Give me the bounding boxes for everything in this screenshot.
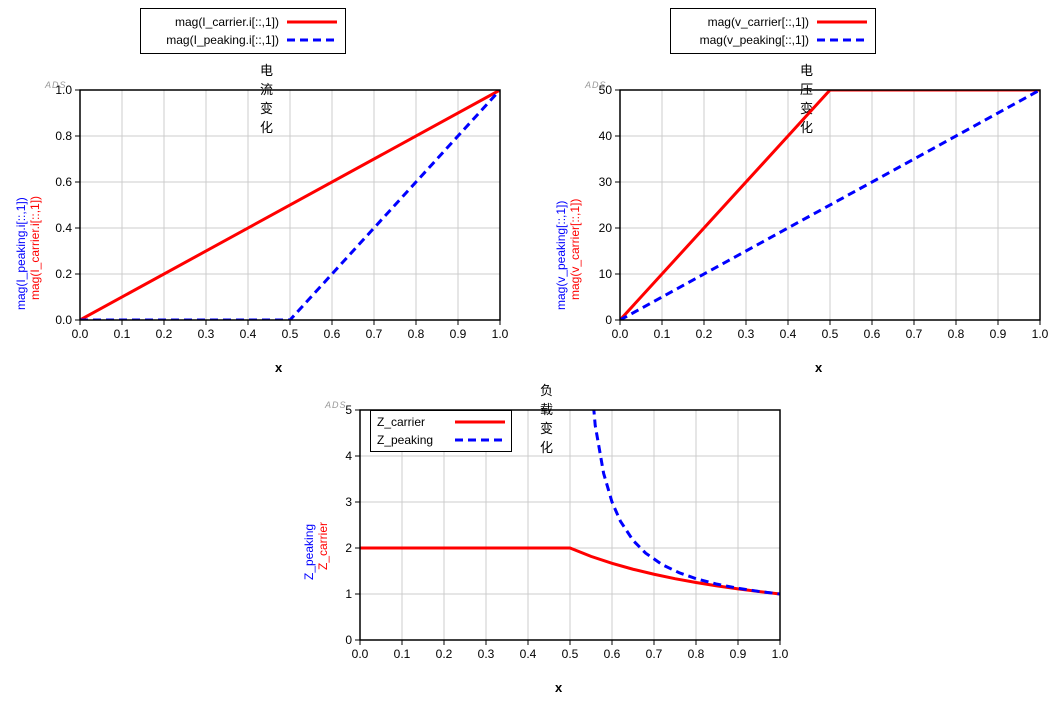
legend-swatch-carrier (455, 415, 505, 429)
chart3-legend: Z_carrier Z_peaking (370, 410, 512, 452)
svg-text:0.4: 0.4 (520, 647, 537, 661)
svg-text:0.0: 0.0 (612, 327, 629, 341)
svg-text:0: 0 (605, 313, 612, 327)
svg-text:0.3: 0.3 (738, 327, 755, 341)
chart1-ylabel-blue: mag(I_peaking.i[::,1]) (14, 197, 28, 310)
legend-row: Z_carrier (377, 413, 505, 431)
svg-text:1.0: 1.0 (55, 83, 72, 97)
svg-text:0.4: 0.4 (780, 327, 797, 341)
svg-text:0.8: 0.8 (688, 647, 705, 661)
svg-text:0.5: 0.5 (822, 327, 839, 341)
legend-row: Z_peaking (377, 431, 505, 449)
svg-text:0.4: 0.4 (55, 221, 72, 235)
legend-row: mag(I_carrier.i[::,1]) (149, 13, 337, 31)
svg-text:0.6: 0.6 (604, 647, 621, 661)
chart3-ylabel-blue: Z_peaking (302, 524, 316, 580)
svg-text:0.5: 0.5 (282, 327, 299, 341)
svg-text:0.8: 0.8 (55, 129, 72, 143)
svg-text:0.1: 0.1 (114, 327, 131, 341)
svg-text:0.4: 0.4 (240, 327, 257, 341)
svg-text:0.2: 0.2 (55, 267, 72, 281)
legend-label-peaking: mag(I_peaking.i[::,1]) (149, 33, 279, 47)
svg-text:0.8: 0.8 (948, 327, 965, 341)
legend-swatch-peaking (817, 33, 867, 47)
legend-swatch-carrier (817, 15, 867, 29)
svg-text:0.7: 0.7 (906, 327, 923, 341)
svg-text:1.0: 1.0 (772, 647, 789, 661)
svg-text:30: 30 (599, 175, 613, 189)
legend-row: mag(v_peaking[::,1]) (679, 31, 867, 49)
legend-label-carrier: mag(I_carrier.i[::,1]) (149, 15, 279, 29)
chart3-xlabel: x (555, 680, 562, 695)
svg-text:5: 5 (345, 403, 352, 417)
svg-text:0.8: 0.8 (408, 327, 425, 341)
ylabel-text: mag(I_peaking.i[::,1]) (14, 197, 28, 310)
svg-text:0.6: 0.6 (324, 327, 341, 341)
legend-label-peaking: Z_peaking (377, 433, 447, 447)
chart2-xlabel: x (815, 360, 822, 375)
chart3-ylabel-red: Z_carrier (316, 522, 330, 570)
svg-text:0.3: 0.3 (198, 327, 215, 341)
ylabel-text: Z_peaking (302, 524, 316, 580)
svg-text:0.0: 0.0 (55, 313, 72, 327)
chart1-ylabel-red: mag(I_carrier.i[::,1]) (28, 196, 42, 300)
svg-text:0.9: 0.9 (990, 327, 1007, 341)
svg-text:3: 3 (345, 495, 352, 509)
legend-label-carrier: Z_carrier (377, 415, 447, 429)
svg-text:40: 40 (599, 129, 613, 143)
svg-text:0.7: 0.7 (366, 327, 383, 341)
svg-text:10: 10 (599, 267, 613, 281)
svg-text:0.0: 0.0 (72, 327, 89, 341)
ylabel-text: Z_carrier (316, 522, 330, 570)
legend-swatch-peaking (455, 433, 505, 447)
chart2-legend: mag(v_carrier[::,1]) mag(v_peaking[::,1]… (670, 8, 876, 54)
svg-text:0.2: 0.2 (156, 327, 173, 341)
ylabel-text: mag(I_carrier.i[::,1]) (28, 196, 42, 300)
svg-text:20: 20 (599, 221, 613, 235)
legend-swatch-carrier (287, 15, 337, 29)
svg-text:0.9: 0.9 (450, 327, 467, 341)
legend-label-peaking: mag(v_peaking[::,1]) (679, 33, 809, 47)
chart1-xlabel: x (275, 360, 282, 375)
chart1-legend: mag(I_carrier.i[::,1]) mag(I_peaking.i[:… (140, 8, 346, 54)
svg-text:4: 4 (345, 449, 352, 463)
svg-text:0.6: 0.6 (55, 175, 72, 189)
svg-text:1.0: 1.0 (492, 327, 509, 341)
chart2-ylabel-blue: mag(v_peaking[::,1]) (554, 201, 568, 310)
svg-text:0.2: 0.2 (696, 327, 713, 341)
chart2-ylabel-red: mag(v_carrier[::,1]) (568, 199, 582, 300)
svg-text:2: 2 (345, 541, 352, 555)
chart1-plot: 0.0 0.1 0.2 0.3 0.4 0.5 0.6 0.7 0.8 0.9 1.0 0.0 0.2 0… (40, 80, 520, 360)
svg-text:0.9: 0.9 (730, 647, 747, 661)
svg-text:0: 0 (345, 633, 352, 647)
ylabel-text: mag(v_carrier[::,1]) (568, 199, 582, 300)
svg-text:0.1: 0.1 (394, 647, 411, 661)
svg-text:0.3: 0.3 (478, 647, 495, 661)
svg-text:0.5: 0.5 (562, 647, 579, 661)
svg-text:0.6: 0.6 (864, 327, 881, 341)
legend-swatch-peaking (287, 33, 337, 47)
svg-text:1: 1 (345, 587, 352, 601)
svg-text:50: 50 (599, 83, 613, 97)
svg-text:0.7: 0.7 (646, 647, 663, 661)
chart2-plot: 0.0 0.1 0.2 0.3 0.4 0.5 0.6 0.7 0.8 0.9 1.0 0 10 20 30… (580, 80, 1059, 360)
legend-row: mag(v_carrier[::,1]) (679, 13, 867, 31)
svg-text:0.1: 0.1 (654, 327, 671, 341)
legend-label-carrier: mag(v_carrier[::,1]) (679, 15, 809, 29)
svg-text:1.0: 1.0 (1032, 327, 1049, 341)
legend-row: mag(I_peaking.i[::,1]) (149, 31, 337, 49)
svg-text:0.2: 0.2 (436, 647, 453, 661)
svg-text:0.0: 0.0 (352, 647, 369, 661)
ylabel-text: mag(v_peaking[::,1]) (554, 201, 568, 310)
